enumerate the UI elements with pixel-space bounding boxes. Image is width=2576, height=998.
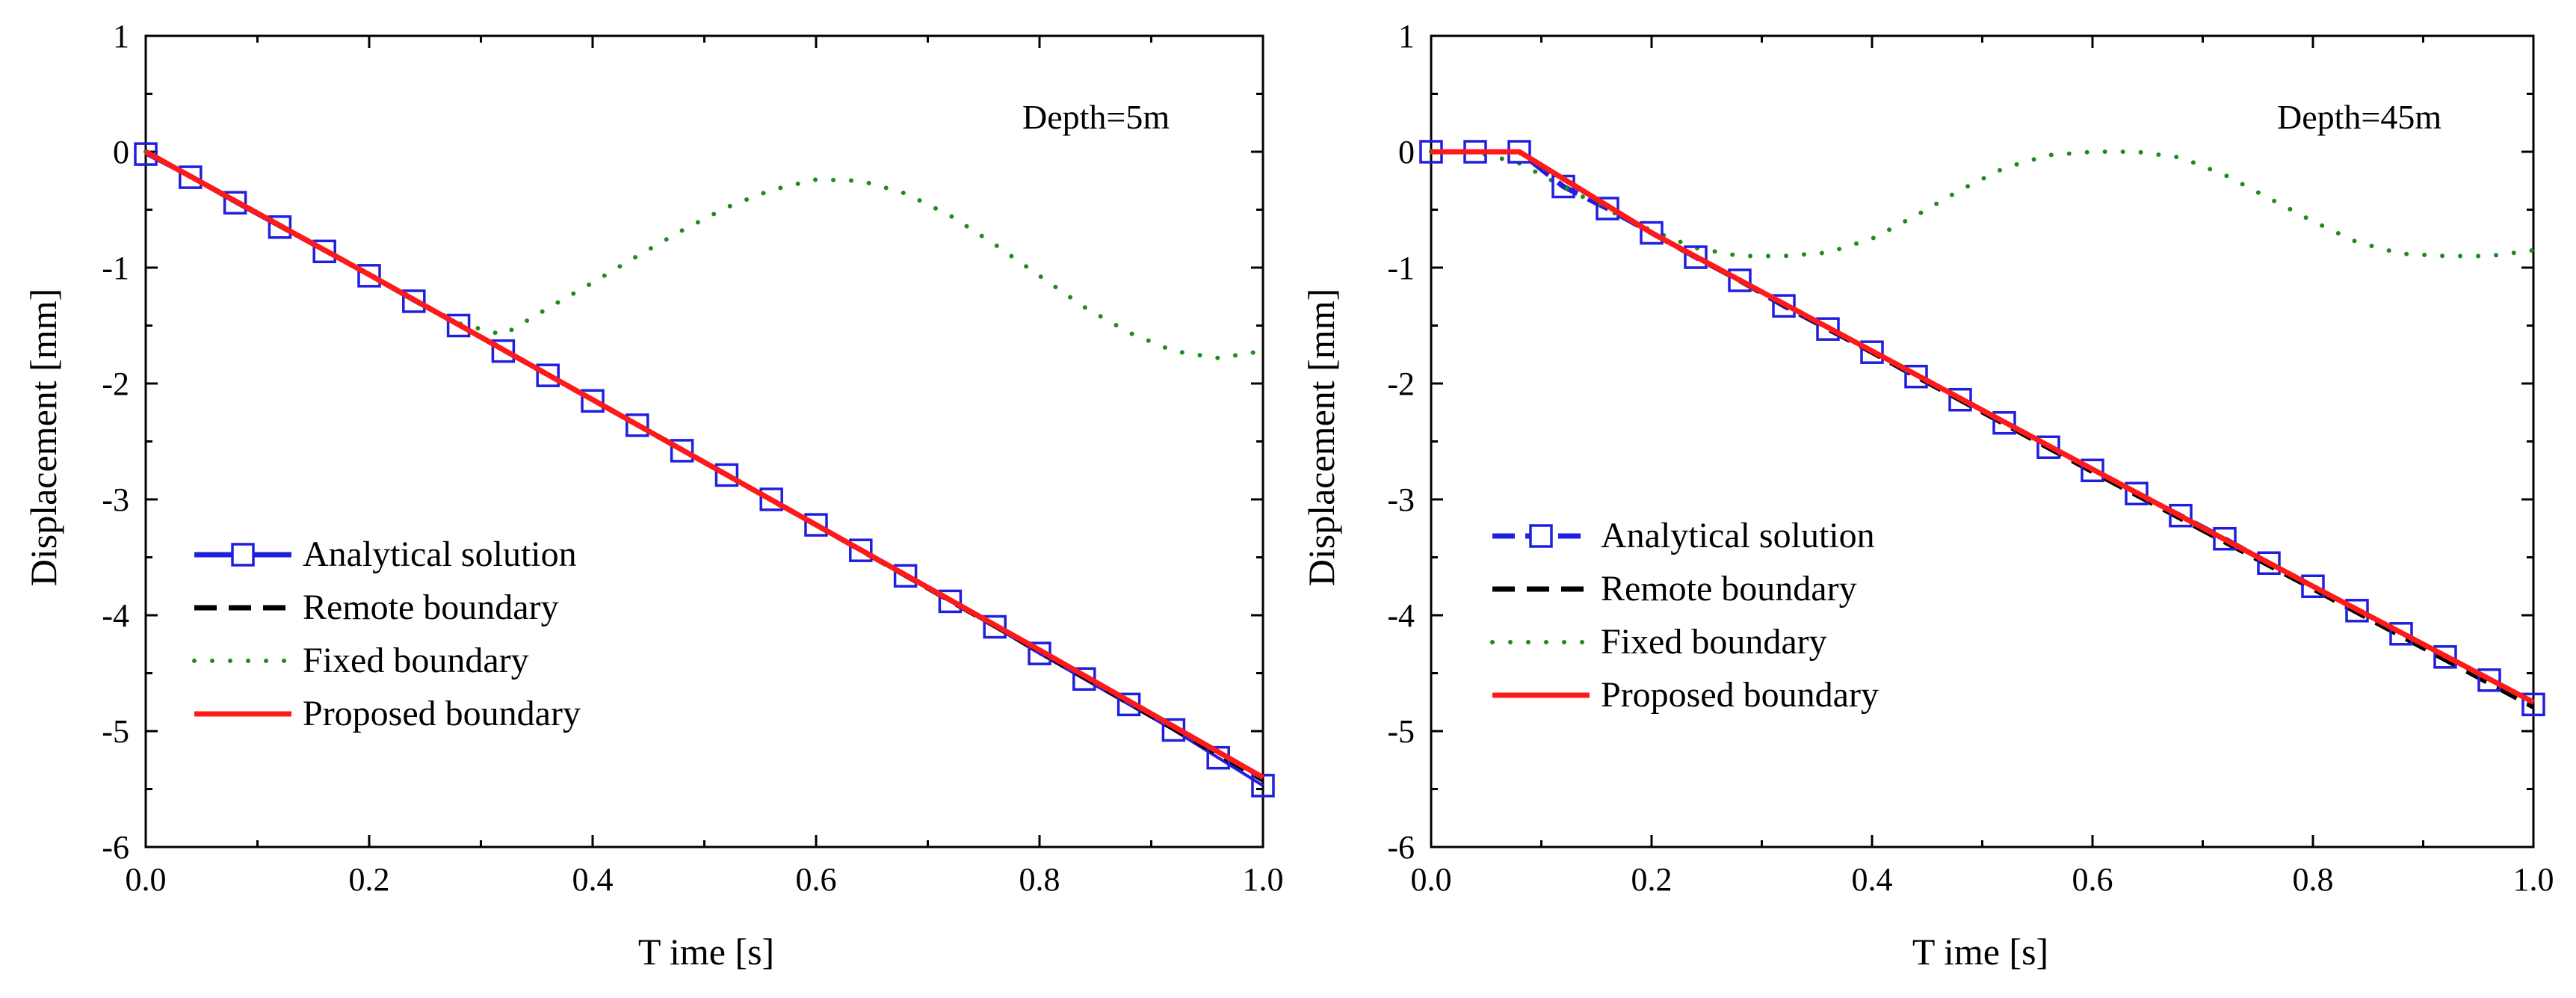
analytical-point [2301, 574, 2325, 598]
analytical-point [2345, 599, 2369, 623]
analytical-point [446, 313, 471, 338]
analytical-point [804, 513, 828, 537]
legend-label-remote: Remote boundary [303, 588, 559, 627]
y-tick-label: -1 [102, 250, 129, 286]
analytical-point [714, 463, 739, 487]
analytical-point [2213, 526, 2237, 551]
analytical-point [2389, 622, 2413, 646]
analytical-point [268, 215, 292, 239]
analytical-point [2081, 458, 2104, 482]
x-tick-label: 0.2 [1631, 861, 1672, 898]
y-tick-label: 1 [113, 18, 129, 55]
depth-annotation: Depth=5m [1022, 98, 1170, 136]
analytical-point [1728, 268, 1752, 292]
analytical-point [223, 191, 247, 215]
analytical-point [179, 165, 203, 189]
x-tick-label: 0.4 [1852, 861, 1893, 898]
x-tick-label: 0.4 [572, 861, 614, 898]
analytical-point [2257, 551, 2281, 575]
y-tick-label: -5 [1387, 713, 1415, 750]
x-tick-label: 0.8 [1019, 861, 1060, 898]
analytical-point [312, 239, 336, 264]
y-tick-label: -1 [1387, 250, 1415, 286]
x-axis-label: T ime [s] [1912, 931, 2048, 973]
y-tick-label: -4 [102, 597, 129, 634]
analytical-point [581, 389, 605, 413]
analytical-point [357, 264, 381, 288]
chart-depth-5m: Depth=5m T ime [s] Displacement [mm] Ana… [22, 18, 1284, 973]
x-tick-label: 0.6 [2072, 861, 2113, 898]
analytical-point [402, 289, 426, 313]
x-tick-label: 0.6 [796, 861, 837, 898]
analytical-point [1860, 340, 1884, 364]
analytical-point [2433, 645, 2457, 669]
x-tick-label: 0.2 [349, 861, 390, 898]
legend-label-remote: Remote boundary [1601, 569, 1857, 609]
analytical-point [1816, 317, 1840, 341]
analytical-point [1684, 245, 1708, 269]
y-tick-label: -2 [102, 366, 129, 402]
analytical-point [893, 564, 918, 588]
analytical-point [983, 614, 1007, 639]
legend-label-analytical: Analytical solution [1601, 516, 1875, 555]
analytical-point [536, 363, 560, 387]
analytical-point [1904, 364, 1928, 389]
analytical-point [2169, 503, 2193, 528]
x-tick-label: 1.0 [1243, 861, 1284, 898]
legend-label-proposed: Proposed boundary [1601, 675, 1879, 715]
analytical-point [491, 339, 516, 363]
analytical-point [1640, 221, 1664, 245]
y-tick-label: -5 [102, 713, 129, 750]
legend-label-proposed: Proposed boundary [303, 694, 581, 733]
x-tick-label: 1.0 [2513, 861, 2554, 898]
y-tick-label: -3 [102, 481, 129, 518]
legend-label-fixed: Fixed boundary [1601, 622, 1827, 662]
analytical-point [849, 538, 873, 562]
y-tick-label: -3 [1387, 481, 1415, 518]
plot-frame [1430, 34, 2535, 848]
analytical-point [938, 589, 963, 614]
x-tick-label: 0.0 [126, 861, 167, 898]
series-line-remote-boundary [1431, 149, 2535, 709]
y-tick-label: -4 [1387, 597, 1415, 634]
chart-depth-45m: Depth=45m T ime [s] Displacement [mm] An… [1300, 18, 2554, 973]
depth-annotation: Depth=45m [2277, 98, 2441, 136]
y-axis-label: Displacement [mm] [1300, 289, 1342, 587]
x-axis-label: T ime [s] [638, 931, 774, 973]
analytical-point [134, 142, 158, 166]
analytical-point [2477, 668, 2501, 692]
x-tick-label: 0.8 [2293, 861, 2334, 898]
analytical-point [1772, 294, 1796, 318]
analytical-point [626, 413, 649, 437]
analytical-point [1596, 197, 1619, 221]
series-line-proposed-boundary-top [1431, 149, 2535, 705]
analytical-point [2521, 692, 2545, 717]
legend-label-fixed: Fixed boundary [303, 641, 529, 680]
legend-marker [1529, 524, 1553, 548]
legend-label-analytical: Analytical solution [303, 535, 577, 574]
x-tick-label: 0.0 [1411, 861, 1452, 898]
y-tick-label: -6 [102, 829, 129, 866]
analytical-point [2125, 481, 2149, 505]
y-tick-label: -6 [1387, 829, 1415, 866]
series-line-proposed-boundary-top [144, 149, 1264, 780]
analytical-point [1992, 410, 2016, 435]
analytical-point [2036, 435, 2060, 459]
y-axis-label: Displacement [mm] [22, 289, 64, 587]
analytical-point [759, 487, 783, 511]
legend-marker [231, 543, 255, 567]
y-tick-label: 1 [1398, 18, 1415, 55]
analytical-point [670, 439, 694, 463]
analytical-point [1948, 387, 1972, 412]
y-tick-label: 0 [113, 134, 129, 170]
y-tick-label: 0 [1398, 134, 1415, 170]
y-tick-label: -2 [1387, 366, 1415, 402]
